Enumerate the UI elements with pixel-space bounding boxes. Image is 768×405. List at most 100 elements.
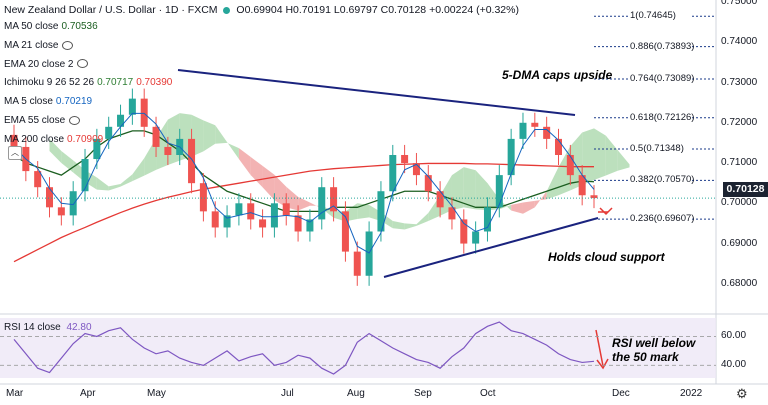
indicator-legend-row[interactable]: EMA 20 close 2 — [4, 58, 89, 71]
ichimoku-cloud-segment — [298, 196, 310, 211]
collapse-legend-button[interactable]: ︿ — [8, 146, 22, 160]
candle-body — [69, 191, 77, 216]
candle-body — [223, 215, 231, 228]
candle-body — [412, 163, 420, 176]
indicator-legend-row[interactable]: MA 5 close 0.70219 — [4, 96, 92, 108]
ichimoku-cloud-segment — [96, 177, 109, 191]
candle-body — [318, 187, 326, 220]
candle-body — [519, 122, 527, 139]
candle-body — [117, 114, 125, 127]
time-tick-label: Mar — [6, 388, 24, 399]
candle-body — [306, 219, 314, 232]
candle-body — [199, 183, 207, 212]
candle-body — [377, 191, 385, 232]
price-tick-label: 0.68000 — [721, 277, 758, 289]
ichimoku-cloud-segment — [463, 167, 476, 210]
candle-body — [590, 195, 598, 199]
price-tick-label: 0.71000 — [721, 157, 758, 169]
candle-body — [472, 231, 480, 244]
rsi-tick-label: 60.00 — [721, 330, 747, 342]
chart-header: New Zealand Dollar / U.S. Dollar · 1D · … — [4, 4, 519, 16]
symbol-title: New Zealand Dollar / U.S. Dollar · 1D · … — [4, 4, 218, 16]
fib-label: 0.618(0.72126) — [630, 111, 695, 123]
candle-body — [105, 126, 113, 139]
candle-body — [259, 219, 267, 228]
lower-trendline — [383, 217, 599, 278]
indicator-value: 0.70219 — [55, 96, 93, 108]
fib-label: 0.5(0.71348) — [630, 143, 684, 155]
rsi-legend-name: RSI 14 close — [4, 322, 61, 333]
ichimoku-cloud-segment — [274, 174, 287, 208]
price-tick-label: 0.75000 — [721, 0, 758, 8]
ichimoku-cloud-segment — [594, 128, 606, 180]
price-tick-label: 0.73000 — [721, 76, 758, 88]
candle-body — [81, 159, 89, 192]
ichimoku-cloud-segment — [156, 119, 168, 170]
ichimoku-cloud-segment — [617, 150, 630, 171]
candle-body — [436, 191, 444, 208]
indicator-legend-row[interactable]: MA 21 close — [4, 39, 74, 52]
ichimoku-cloud-segment — [357, 203, 370, 220]
candle-body — [294, 215, 302, 232]
fib-label: 0.236(0.69607) — [630, 213, 695, 225]
candle-body — [128, 98, 136, 115]
indicator-name: MA 50 close — [4, 21, 59, 32]
indicator-value-2: 0.70390 — [136, 77, 173, 89]
candle-body — [10, 134, 18, 147]
ichimoku-cloud-segment — [404, 223, 417, 230]
indicator-value: 0.70909 — [67, 133, 104, 145]
indicator-name: MA 21 close — [4, 39, 59, 51]
upper-trendline — [177, 69, 576, 116]
indicator-legend-row[interactable]: EMA 55 close — [4, 115, 81, 127]
candle-body — [152, 126, 160, 147]
indicator-value: 0.70536 — [61, 21, 98, 32]
ichimoku-cloud-segment — [534, 191, 547, 208]
rsi-down-arrow-head — [596, 358, 609, 370]
candle-body — [389, 154, 397, 192]
ma5-line — [13, 112, 595, 254]
candle-body — [140, 98, 148, 127]
ichimoku-cloud-segment — [499, 199, 512, 211]
candle-body — [483, 207, 491, 232]
ichimoku-cloud-segment — [144, 138, 157, 176]
candle-body — [554, 138, 562, 155]
ichimoku-cloud-segment — [61, 150, 74, 173]
time-tick-label: Dec — [612, 388, 630, 399]
ichimoku-cloud-segment — [250, 157, 263, 188]
indicator-legend-row[interactable]: Ichimoku 9 26 52 26 0.70717 0.70390 — [4, 77, 172, 89]
indicator-legend-row[interactable]: MA 200 close 0.70909 — [4, 134, 103, 146]
ichimoku-cloud-segment — [49, 138, 62, 164]
candle-body — [365, 231, 373, 276]
candle-body — [341, 211, 349, 252]
hidden-eye-icon[interactable] — [62, 40, 74, 50]
fib-label: 1(0.74645) — [630, 10, 676, 22]
price-tick-label: 0.69000 — [721, 237, 758, 249]
candle-body — [424, 175, 432, 192]
ichimoku-cloud-segment — [215, 125, 228, 144]
candle-body — [247, 203, 255, 220]
candle-body — [578, 175, 586, 196]
time-tick-label: Aug — [347, 388, 365, 399]
market-status-dot — [223, 6, 231, 14]
hidden-eye-icon[interactable] — [69, 115, 81, 125]
ma200-line — [13, 162, 595, 263]
price-tick-label: 0.74000 — [721, 36, 758, 48]
candle-body — [566, 154, 574, 176]
hidden-eye-icon[interactable] — [77, 59, 89, 69]
indicator-name: EMA 20 close 2 — [4, 58, 74, 70]
time-tick-label: May — [147, 388, 166, 399]
indicator-legend-row[interactable]: MA 50 close 0.70536 — [4, 21, 98, 33]
settings-gear-icon[interactable]: ⚙ — [736, 386, 748, 401]
indicator-name: MA 200 close — [4, 133, 65, 145]
ichimoku-cloud-segment — [108, 183, 121, 191]
ichimoku-cloud-segment — [203, 120, 216, 152]
fib-label: 0.382(0.70570) — [630, 174, 695, 186]
rsi-tick-label: 40.00 — [721, 359, 747, 371]
price-tick-label: 0.70000 — [721, 197, 758, 209]
candle-body — [57, 207, 65, 216]
ichimoku-cloud-segment — [262, 165, 275, 201]
candle-body — [235, 203, 243, 216]
rsi-legend-value: 42.80 — [66, 322, 92, 333]
fib-label: 0.886(0.73893) — [630, 40, 695, 52]
candle-body — [282, 203, 290, 216]
